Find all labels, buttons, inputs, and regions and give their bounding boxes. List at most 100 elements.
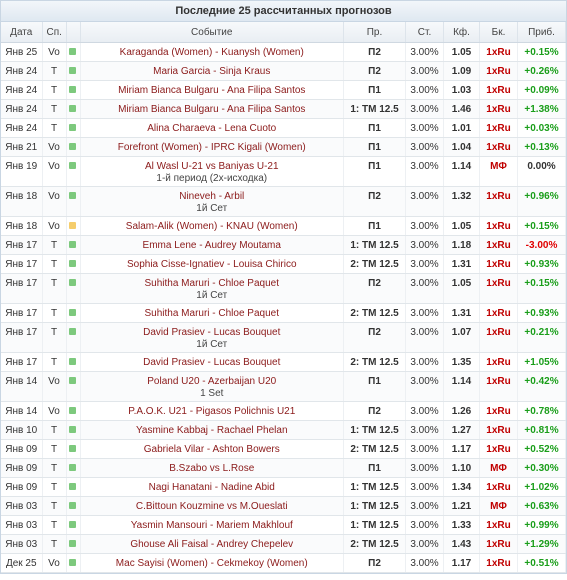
event-name-link[interactable]: Miriam Bianca Bulgaru - Ana Filipa Santo… [118, 104, 306, 115]
row-bookmaker[interactable]: 1xRu [479, 439, 518, 459]
event-name-link[interactable]: Gabriela Vilar - Ashton Bowers [143, 444, 280, 455]
row-bookmaker[interactable]: 1xRu [479, 303, 518, 323]
row-event[interactable]: Salam-Alik (Women) - KNAU (Women) [80, 216, 344, 236]
row-bookmaker[interactable]: 1xRu [479, 352, 518, 372]
row-event[interactable]: Miriam Bianca Bulgaru - Ana Filipa Santo… [80, 80, 344, 100]
row-event[interactable]: Maria Garcia - Sinja Kraus [80, 61, 344, 81]
row-event[interactable]: Forefront (Women) - IPRC Kigali (Women) [80, 137, 344, 157]
row-bookmaker[interactable]: 1xRu [479, 61, 518, 81]
header-profit[interactable]: Приб. [517, 22, 566, 43]
status-square-icon [68, 86, 76, 93]
row-bookmaker[interactable]: МФ [479, 156, 518, 187]
row-bookmaker[interactable]: 1xRu [479, 42, 518, 62]
row-bookmaker[interactable]: 1xRu [479, 80, 518, 100]
row-event[interactable]: Suhitha Maruri - Chloe Paquet [80, 303, 344, 323]
event-name-link[interactable]: Ghouse Ali Faisal - Andrey Chepelev [130, 539, 294, 550]
event-name-link[interactable]: Yasmin Mansouri - Mariem Makhlouf [130, 520, 293, 531]
event-name-link[interactable]: Suhitha Maruri - Chloe Paquet [144, 308, 280, 319]
row-event[interactable]: Yasmin Mansouri - Mariem Makhlouf [80, 515, 344, 535]
row-bookmaker[interactable]: 1xRu [479, 118, 518, 138]
row-stake: 3.00% [405, 156, 444, 187]
event-name-link[interactable]: P.A.O.K. U21 - Pigasos Polichnis U21 [128, 406, 296, 417]
row-bookmaker[interactable]: 1xRu [479, 235, 518, 255]
status-square-icon [68, 521, 76, 528]
row-bookmaker[interactable]: 1xRu [479, 534, 518, 554]
row-event[interactable]: Yasmine Kabbaj - Rachael Phelan [80, 420, 344, 440]
header-date[interactable]: Дата [1, 22, 43, 43]
row-event[interactable]: Suhitha Maruri - Chloe Paquet 1й Сет [80, 273, 344, 304]
row-event[interactable]: B.Szabo vs L.Rose [80, 458, 344, 478]
event-name-link[interactable]: C.Bittoun Kouzmine vs M.Oueslati [135, 501, 288, 512]
table-row: Янв 24 Т Maria Garcia - Sinja Kraus П2 3.00%… [1, 61, 566, 81]
table-row: Янв 17 Т David Prasiev - Lucas Bouquet 2: Т… [1, 352, 566, 372]
row-sport: Vo [42, 186, 67, 217]
row-event[interactable]: Nineveh - Arbil 1й Сет [80, 186, 344, 217]
row-bookmaker[interactable]: 1xRu [479, 420, 518, 440]
row-prediction: 1: ТМ 12.5 [343, 235, 406, 255]
event-name-link[interactable]: Mac Sayisi (Women) - Cekmekoy (Women) [115, 558, 308, 569]
row-bookmaker[interactable]: 1xRu [479, 273, 518, 304]
event-name-link[interactable]: Karaganda (Women) - Kuanysh (Women) [119, 47, 304, 58]
row-prediction: П1 [343, 137, 406, 157]
row-bookmaker[interactable]: 1xRu [479, 371, 518, 402]
header-prediction[interactable]: Пр. [343, 22, 406, 43]
event-name-link[interactable]: Alina Charaeva - Lena Cuoto [147, 123, 277, 134]
row-status [66, 118, 81, 138]
row-event[interactable]: David Prasiev - Lucas Bouquet [80, 352, 344, 372]
row-bookmaker[interactable]: 1xRu [479, 137, 518, 157]
event-name-link[interactable]: David Prasiev - Lucas Bouquet [143, 327, 281, 338]
row-date: Янв 18 [1, 186, 43, 217]
row-event[interactable]: Karaganda (Women) - Kuanysh (Women) [80, 42, 344, 62]
row-event[interactable]: David Prasiev - Lucas Bouquet 1й Сет [80, 322, 344, 353]
row-bookmaker[interactable]: МФ [479, 496, 518, 516]
row-event[interactable]: Ghouse Ali Faisal - Andrey Chepelev [80, 534, 344, 554]
row-date: Янв 24 [1, 99, 43, 119]
row-bookmaker[interactable]: 1xRu [479, 401, 518, 421]
row-event[interactable]: C.Bittoun Kouzmine vs M.Oueslati [80, 496, 344, 516]
event-name-link[interactable]: Suhitha Maruri - Chloe Paquet [144, 278, 280, 289]
row-sport: Vo [42, 401, 67, 421]
event-name-link[interactable]: Nineveh - Arbil [179, 191, 245, 202]
row-bookmaker[interactable]: 1xRu [479, 322, 518, 353]
row-status [66, 156, 81, 187]
row-profit: +0.15% [517, 216, 566, 236]
row-status [66, 401, 81, 421]
row-event[interactable]: Emma Lene - Audrey Moutama [80, 235, 344, 255]
header-odds[interactable]: Кф. [443, 22, 480, 43]
row-event[interactable]: Nagi Hanatani - Nadine Abid [80, 477, 344, 497]
header-event[interactable]: Событие [80, 22, 344, 43]
header-stake[interactable]: Ст. [405, 22, 444, 43]
row-bookmaker[interactable]: 1xRu [479, 515, 518, 535]
row-event[interactable]: Al Wasl U-21 vs Baniyas U-21 1-й период (… [80, 156, 344, 187]
row-bookmaker[interactable]: 1xRu [479, 99, 518, 119]
row-event[interactable]: P.A.O.K. U21 - Pigasos Polichnis U21 [80, 401, 344, 421]
event-name-link[interactable]: Poland U20 - Azerbaijan U20 [147, 376, 277, 387]
row-event[interactable]: Miriam Bianca Bulgaru - Ana Filipa Santo… [80, 99, 344, 119]
event-name-link[interactable]: Salam-Alik (Women) - KNAU (Women) [125, 221, 298, 232]
table-row: Янв 24 Т Alina Charaeva - Lena Cuoto П1 3.00… [1, 118, 566, 138]
row-bookmaker[interactable]: 1xRu [479, 477, 518, 497]
event-name-link[interactable]: Emma Lene - Audrey Moutama [142, 240, 281, 251]
event-name-link[interactable]: Forefront (Women) - IPRC Kigali (Women) [117, 142, 306, 153]
header-bookmaker[interactable]: Бк. [479, 22, 518, 43]
row-bookmaker[interactable]: МФ [479, 458, 518, 478]
row-bookmaker[interactable]: 1xRu [479, 553, 518, 573]
row-date: Янв 03 [1, 496, 43, 516]
row-bookmaker[interactable]: 1xRu [479, 254, 518, 274]
header-sport[interactable]: Сп. [42, 22, 67, 43]
event-name-link[interactable]: B.Szabo vs L.Rose [169, 463, 255, 474]
event-name-link[interactable]: Sophia Cisse-Ignatiev - Louisa Chirico [126, 259, 297, 270]
row-event[interactable]: Sophia Cisse-Ignatiev - Louisa Chirico [80, 254, 344, 274]
row-bookmaker[interactable]: 1xRu [479, 216, 518, 236]
row-bookmaker[interactable]: 1xRu [479, 186, 518, 217]
row-event[interactable]: Gabriela Vilar - Ashton Bowers [80, 439, 344, 459]
event-name-link[interactable]: Maria Garcia - Sinja Kraus [153, 66, 271, 77]
event-name-link[interactable]: Nagi Hanatani - Nadine Abid [148, 482, 275, 493]
event-name-link[interactable]: Al Wasl U-21 vs Baniyas U-21 [144, 161, 279, 172]
row-event[interactable]: Poland U20 - Azerbaijan U20 1 Set [80, 371, 344, 402]
row-event[interactable]: Mac Sayisi (Women) - Cekmekoy (Women) [80, 553, 344, 573]
event-name-link[interactable]: Yasmine Kabbaj - Rachael Phelan [135, 425, 288, 436]
event-name-link[interactable]: David Prasiev - Lucas Bouquet [143, 357, 281, 368]
row-event[interactable]: Alina Charaeva - Lena Cuoto [80, 118, 344, 138]
event-name-link[interactable]: Miriam Bianca Bulgaru - Ana Filipa Santo… [118, 85, 306, 96]
